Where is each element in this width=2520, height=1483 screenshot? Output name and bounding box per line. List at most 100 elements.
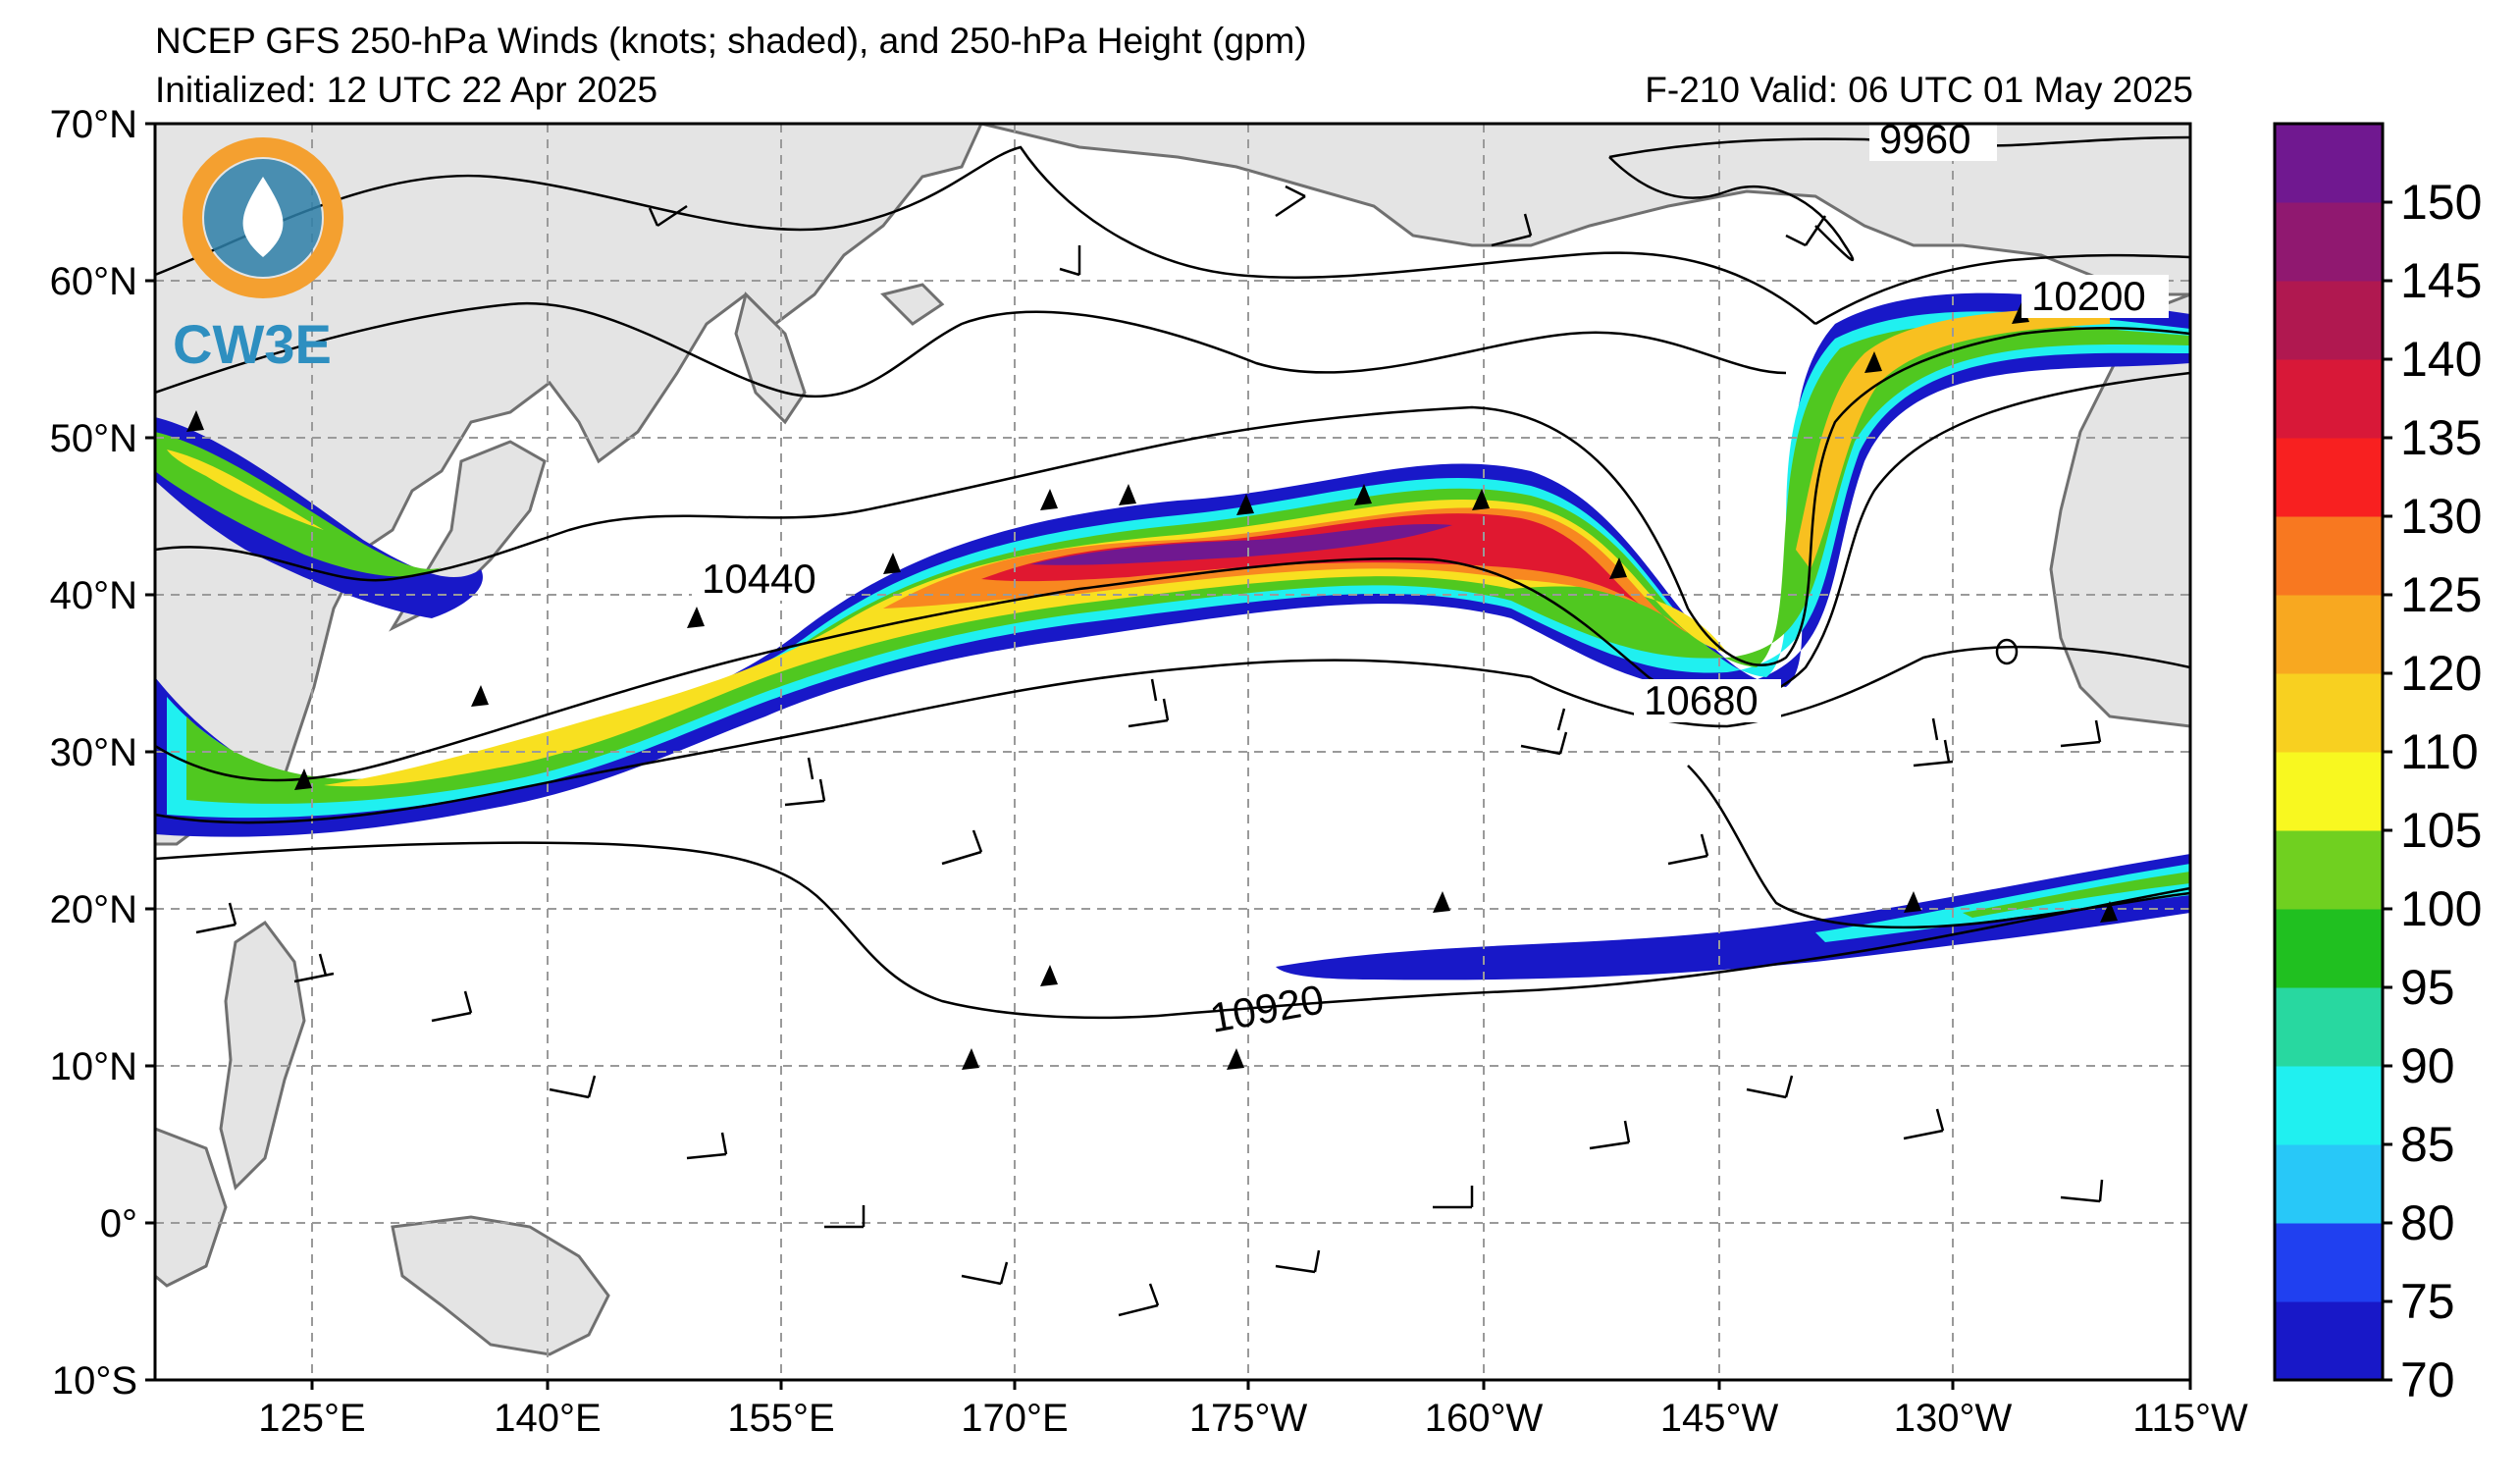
- contour-label-9960: 9960: [1879, 116, 1970, 162]
- lon-label: 175°W: [1189, 1397, 1308, 1440]
- asia-north-landmass: [155, 124, 983, 846]
- colorbar-tick-label: 130: [2400, 489, 2482, 544]
- height-contour: [1995, 638, 2019, 665]
- wind-barb: [1275, 1249, 1321, 1274]
- subtropical-jet-cyan: [1815, 864, 2190, 942]
- lon-label: 130°W: [1894, 1397, 2013, 1440]
- land-layer: [155, 124, 2190, 1356]
- wind-barb: [784, 757, 826, 807]
- wind-barb: [293, 953, 335, 983]
- colorbar-segment: [2275, 595, 2383, 674]
- wind-barb: [1667, 833, 1709, 866]
- wind-barb: [2060, 1179, 2104, 1203]
- subtropical-jet-green: [1963, 872, 2190, 918]
- lon-label: 170°E: [961, 1397, 1068, 1440]
- contour-labels: 9960 10200 10440 10680 10920: [692, 116, 2169, 1041]
- wind-barb: [961, 1261, 1009, 1286]
- colorbar-segment: [2275, 1223, 2383, 1302]
- lat-label: 60°N: [50, 260, 137, 303]
- colorbar-tick-label: 145: [2400, 253, 2482, 308]
- wind-pennant: [962, 1048, 979, 1070]
- contour-label-10440: 10440: [702, 556, 816, 602]
- colorbar-tick-label: 150: [2400, 175, 2482, 230]
- colorbar-segment: [2275, 1301, 2383, 1381]
- colorbar-segment: [2275, 673, 2383, 753]
- lon-label: 160°W: [1425, 1397, 1544, 1440]
- wind-pennant: [1040, 489, 1058, 510]
- colorbar-tick-label: 70: [2400, 1352, 2455, 1407]
- lon-label: 140°E: [494, 1397, 601, 1440]
- wind-pennant: [687, 607, 705, 628]
- wind-shading: [155, 292, 2190, 980]
- subtropical-jet-blue: [1276, 854, 2190, 980]
- wind-barb: [686, 1132, 728, 1160]
- wind-barb: [648, 204, 688, 228]
- colorbar-segment: [2275, 987, 2383, 1067]
- colorbar-segment: [2275, 281, 2383, 360]
- wind-pennant: [883, 553, 901, 574]
- logo-ring: [183, 137, 343, 298]
- lon-label: 125°E: [258, 1397, 365, 1440]
- colorbar-tick-label: 95: [2400, 960, 2455, 1015]
- logo-text: CW3E: [173, 313, 332, 375]
- cw3e-logo: CW3E: [173, 137, 343, 375]
- height-contour: [1687, 765, 2190, 929]
- wind-pennant: [294, 768, 312, 790]
- height-contour: [1608, 156, 1855, 262]
- initialized-time: Initialized: 12 UTC 22 Apr 2025: [155, 70, 658, 110]
- drop-icon: [242, 177, 284, 257]
- longitude-labels: 125°E 140°E 155°E 170°E 175°W 160°W 145°…: [258, 1397, 2248, 1440]
- lat-label: 10°N: [50, 1045, 137, 1088]
- latitude-labels: 70°N 60°N 50°N 40°N 30°N 20°N 10°N 0° 10…: [50, 103, 137, 1403]
- colorbar-segment: [2275, 359, 2383, 439]
- colorbar-tick-label: 90: [2400, 1038, 2455, 1093]
- main-jet-purple: [1030, 523, 1452, 565]
- west-jet-yellow: [167, 450, 324, 530]
- colorbar-tick-label: 125: [2400, 567, 2482, 622]
- philippines: [219, 920, 306, 1191]
- lat-label: 70°N: [50, 103, 137, 146]
- lat-label: 30°N: [50, 731, 137, 774]
- colorbar-tick-label: 140: [2400, 332, 2482, 387]
- height-contour: [155, 301, 1787, 398]
- height-contour: [155, 841, 2190, 1020]
- bering-island: [880, 283, 945, 326]
- height-contour: [155, 371, 2190, 782]
- wind-barb: [431, 990, 473, 1023]
- lat-label: 50°N: [50, 417, 137, 460]
- chart-title: NCEP GFS 250-hPa Winds (knots; shaded), …: [155, 21, 1307, 61]
- colorbar: 70 75 80 85 90 95 100 105 110 120 125 130 135 140 145 1…: [2273, 122, 2482, 1407]
- height-contour: [155, 645, 2190, 824]
- wind-pennant: [1119, 484, 1136, 505]
- colorbar-segment: [2275, 516, 2383, 596]
- main-jet-yellow: [324, 499, 1727, 787]
- colorbar-segment: [2275, 752, 2383, 831]
- wind-barb: [941, 829, 983, 866]
- lat-label: 0°: [100, 1202, 137, 1245]
- wind-pennant: [1227, 1048, 1244, 1070]
- wind-barb: [1059, 245, 1081, 277]
- wind-barb: [549, 1075, 597, 1099]
- colorbar-segment: [2275, 438, 2383, 517]
- wind-barb: [1128, 678, 1170, 728]
- wind-barb: [1118, 1283, 1160, 1317]
- wind-pennant: [1040, 965, 1058, 986]
- west-jet-green: [155, 432, 442, 577]
- wind-barb: [1785, 215, 1827, 247]
- colorbar-tick-label: 75: [2400, 1274, 2455, 1329]
- lon-label: 115°W: [2132, 1397, 2248, 1440]
- lon-label: 155°E: [727, 1397, 834, 1440]
- wind-pennant: [2012, 302, 2029, 324]
- wind-barb: [824, 1205, 866, 1229]
- colorbar-tick-label: 135: [2400, 410, 2482, 465]
- graticule: [155, 124, 2190, 1380]
- wind-pennant: [1433, 891, 1450, 913]
- wind-barb: [2060, 719, 2102, 748]
- wind-pennant: [2100, 901, 2118, 923]
- wind-pennant: [186, 410, 204, 432]
- wind-barb: [1433, 1186, 1474, 1209]
- map-area: 9960 10200 10440 10680 10920 CW3E: [155, 116, 2190, 1380]
- borneo: [155, 1127, 228, 1288]
- wind-pennant: [1609, 557, 1627, 579]
